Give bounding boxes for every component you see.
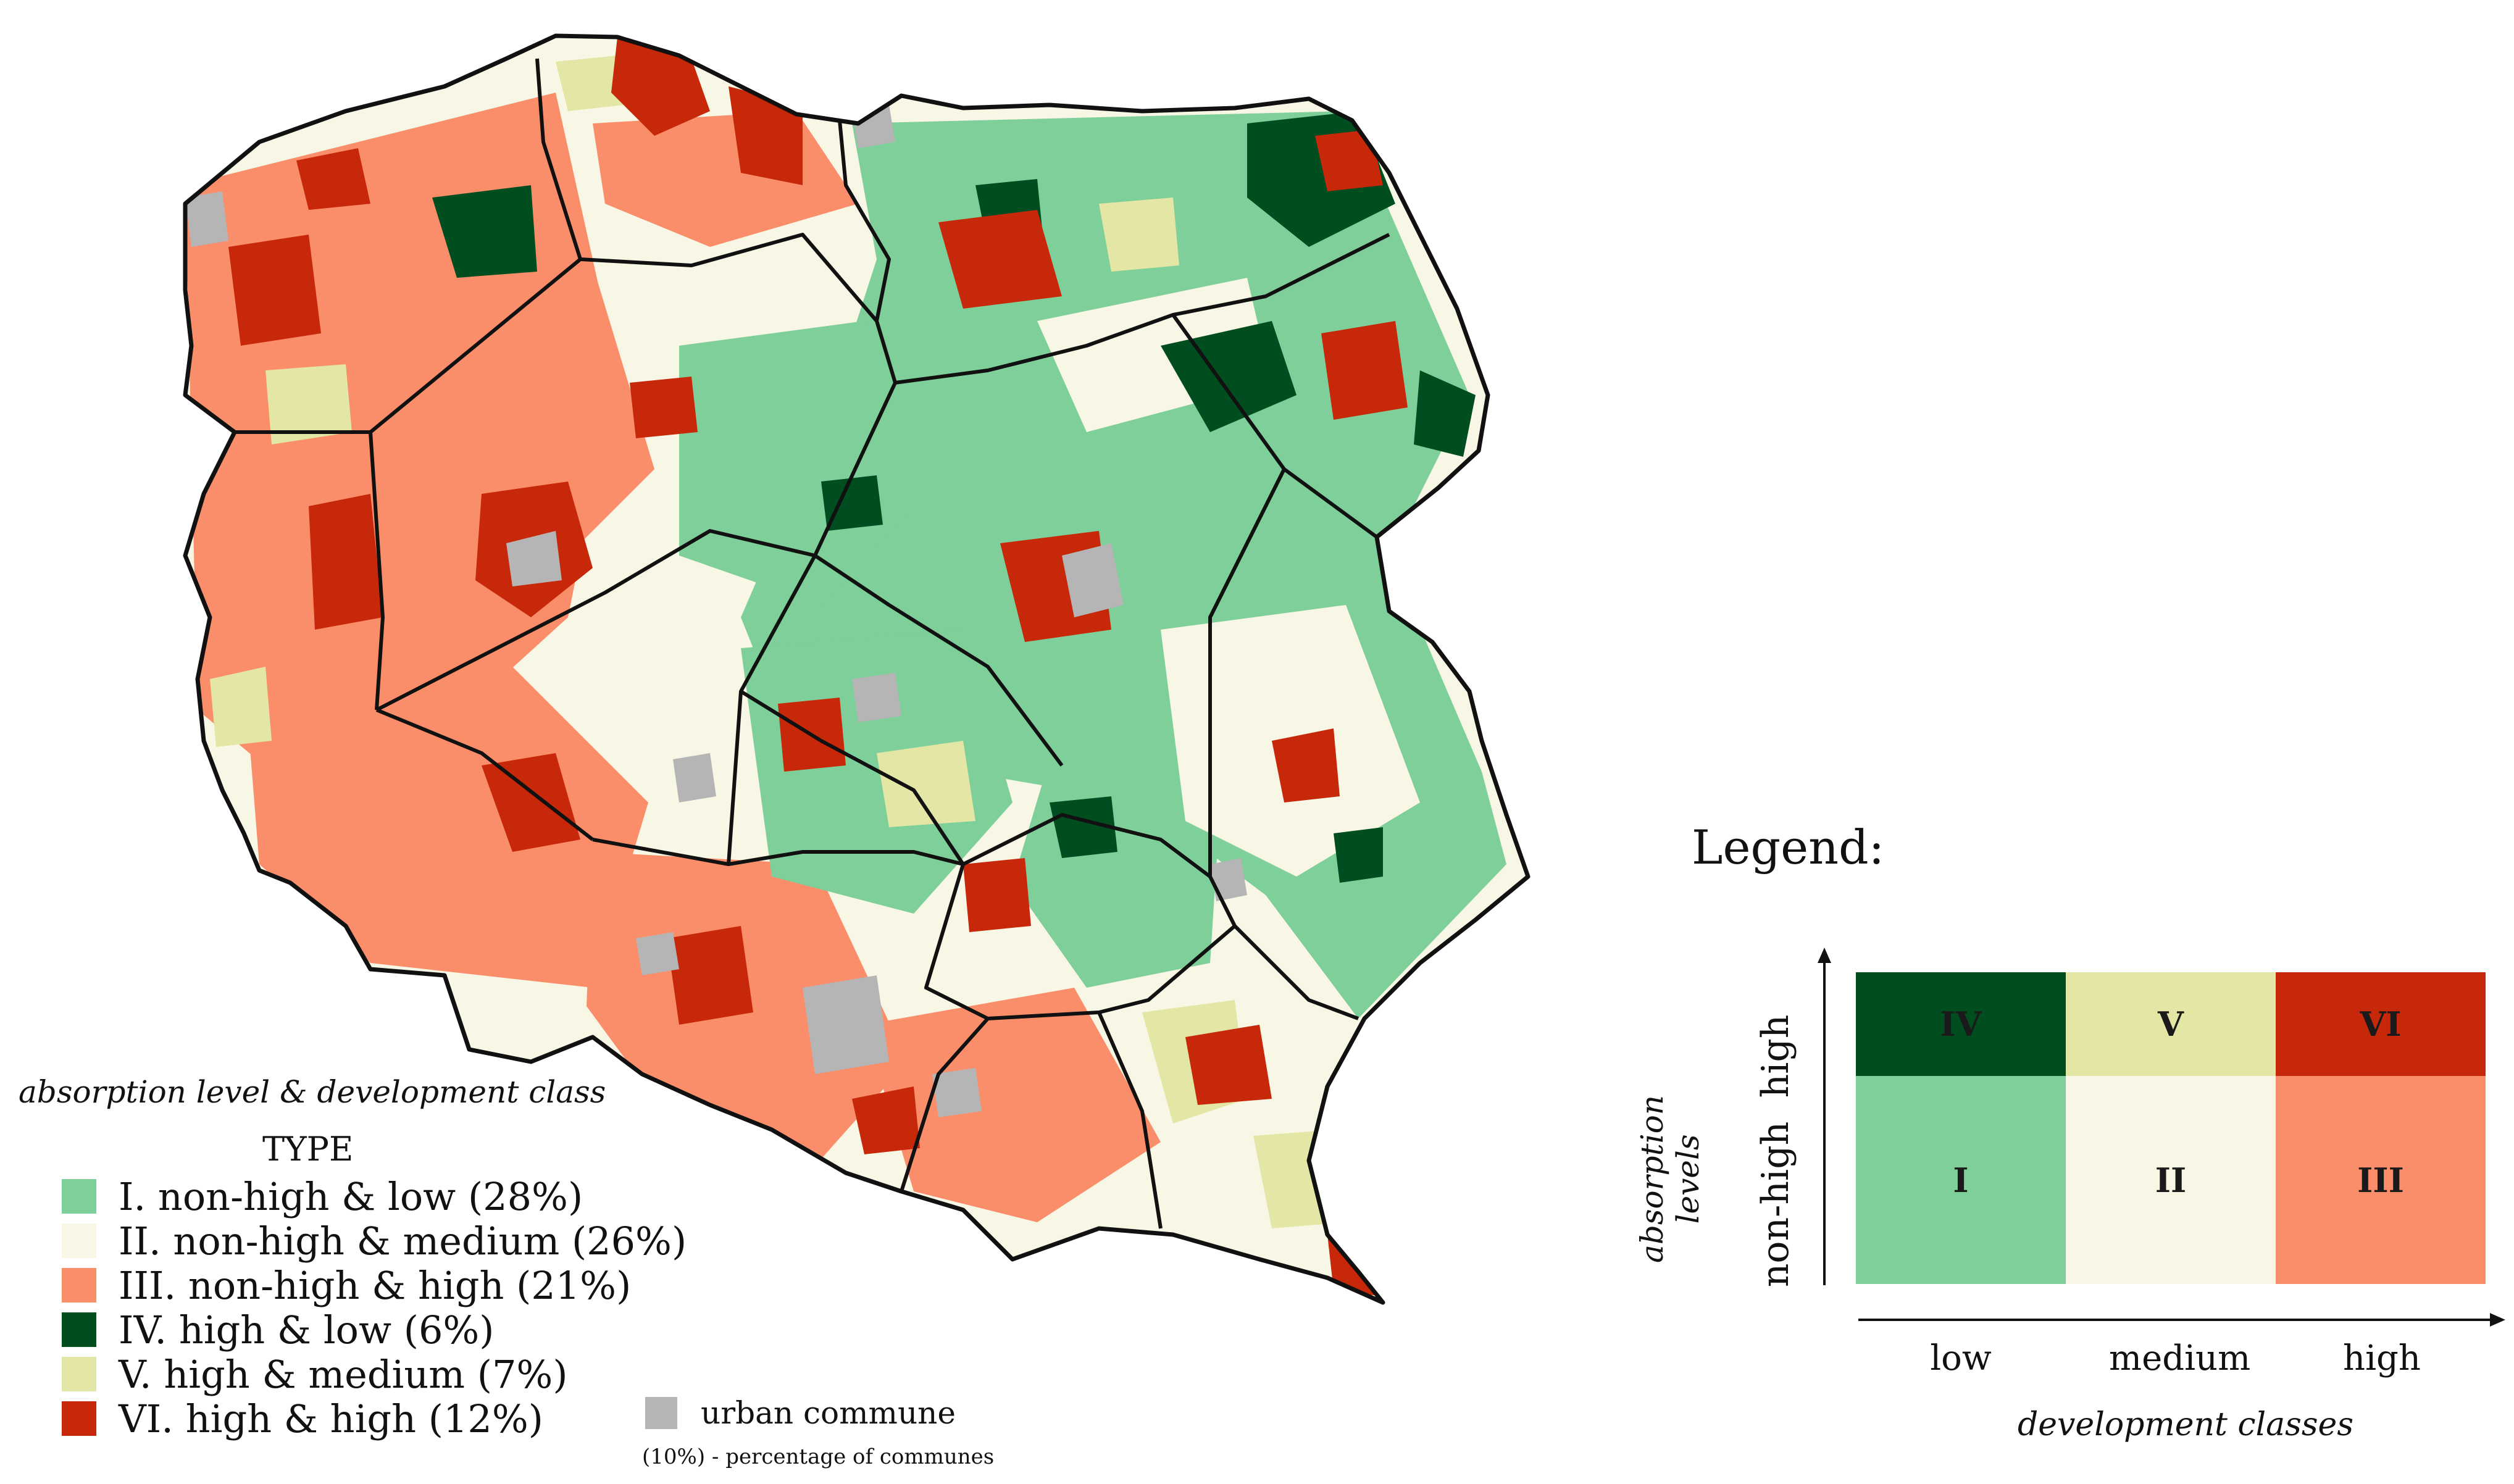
type-label: VI. high & high (12%) (119, 1396, 543, 1441)
type-label: V. high & medium (7%) (119, 1351, 568, 1397)
type-swatch (62, 1223, 96, 1258)
type-legend-item-I: I. non-high & low (28%) (62, 1174, 687, 1219)
country-border (183, 33, 1531, 1305)
x-axis-title: development classes (2017, 1406, 2354, 1443)
type-label: II. non-high & medium (26%) (119, 1218, 687, 1264)
type-legend-title: absorption level & development class (19, 1074, 606, 1110)
type-legend-heading: TYPE (262, 1130, 354, 1169)
urban-commune-legend: urban commune (645, 1395, 956, 1431)
type-label: IV. high & low (6%) (119, 1307, 495, 1353)
type-swatch (62, 1357, 96, 1391)
type-legend-item-VI: VI. high & high (12%) (62, 1396, 687, 1441)
row-label-high: high (1754, 1014, 1797, 1098)
type-legend-item-III: III. non-high & high (21%) (62, 1262, 687, 1308)
type-legend-item-II: II. non-high & medium (26%) (62, 1218, 687, 1264)
map-fill (185, 36, 1528, 1303)
matrix-cell-VI: VI (2276, 972, 2486, 1076)
legend-matrix: IV V VI I II III (1856, 972, 2486, 1284)
type-legend-item-V: V. high & medium (7%) (62, 1351, 687, 1397)
type-swatch (62, 1312, 96, 1347)
type-swatch (62, 1401, 96, 1436)
legend-title: Legend: (1692, 820, 1885, 875)
type-label: I. non-high & low (28%) (119, 1173, 583, 1219)
row-label-non-high: non-high (1754, 1121, 1797, 1288)
urban-commune-label: urban commune (701, 1395, 956, 1431)
percentage-note: (10%) - percentage of communes (642, 1444, 995, 1469)
type-swatch (62, 1179, 96, 1214)
matrix-cell-V: V (2066, 972, 2276, 1076)
legend-axes (1818, 948, 2505, 1327)
y-axis-title: absorption levels (1634, 1095, 1706, 1263)
matrix-cell-II: II (2066, 1076, 2276, 1284)
urban-swatch (645, 1397, 677, 1429)
column-label-medium: medium (2109, 1338, 2251, 1378)
type-label: III. non-high & high (21%) (119, 1262, 632, 1308)
column-label-high: high (2343, 1338, 2421, 1378)
matrix-cell-IV: IV (1856, 972, 2066, 1076)
matrix-cell-I: I (1856, 1076, 2066, 1284)
matrix-cell-III: III (2276, 1076, 2486, 1284)
type-swatch (62, 1268, 96, 1303)
column-label-low: low (1930, 1338, 1992, 1378)
type-legend-list: I. non-high & low (28%) II. non-high & m… (62, 1174, 687, 1441)
type-legend-item-IV: IV. high & low (6%) (62, 1307, 687, 1353)
voivodeship-borders (235, 58, 1390, 1229)
